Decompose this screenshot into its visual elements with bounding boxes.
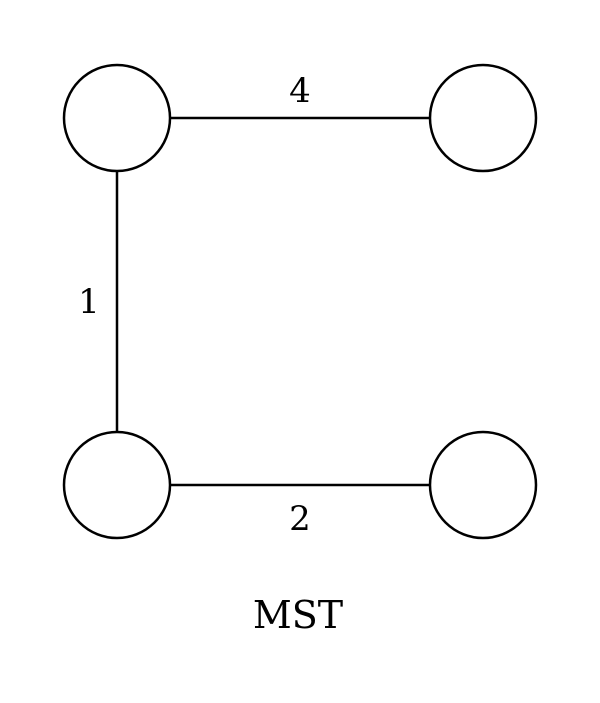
node-bottom-left xyxy=(62,430,172,540)
node-top-left xyxy=(62,63,172,173)
edge-left-weight: 1 xyxy=(78,282,100,322)
edge-bottom-weight: 2 xyxy=(289,499,311,539)
node-bottom-right xyxy=(428,430,538,540)
diagram-caption: MST xyxy=(253,593,343,637)
node-top-right xyxy=(428,63,538,173)
edge-top-weight: 4 xyxy=(289,71,311,111)
